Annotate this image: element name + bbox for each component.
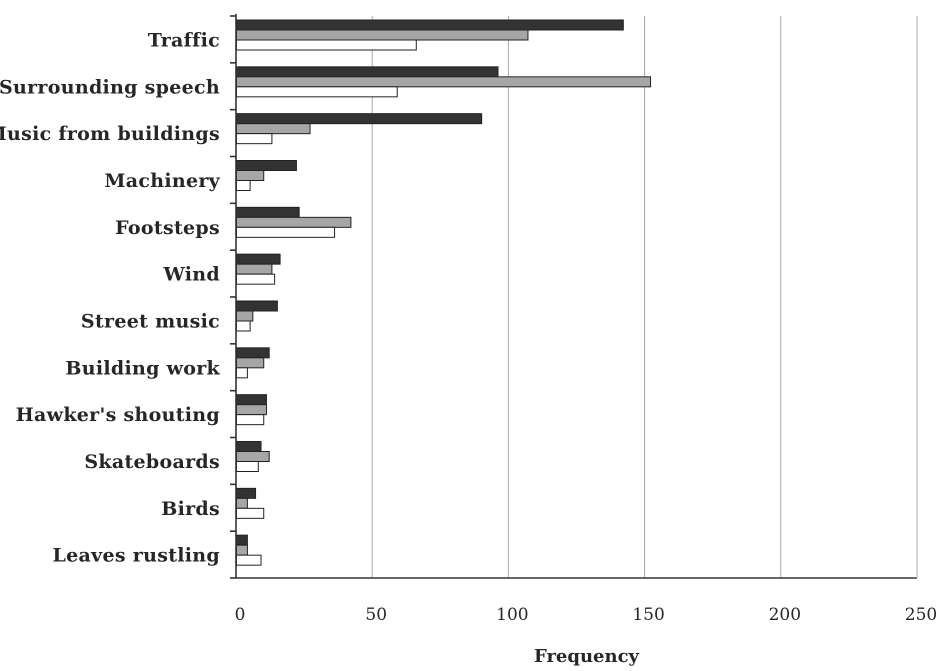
bar-wind-series-3 (236, 273, 276, 285)
bar-wind-series-1 (236, 253, 281, 265)
bar-street-music-series-2 (236, 310, 254, 322)
bar-traffic-series-2 (236, 29, 529, 41)
bar-surrounding-speech-series-2 (236, 76, 652, 88)
x-tick-100: 100 (496, 605, 528, 625)
bar-building-work-series-1 (236, 347, 270, 359)
bar-street-music-series-1 (236, 300, 278, 312)
category-label-hawker-s-shouting: Hawker's shouting (16, 404, 220, 426)
x-tick-150: 150 (632, 605, 664, 625)
bar-hawker-s-shouting-series-2 (236, 404, 267, 416)
category-label-machinery: Machinery (104, 170, 220, 192)
bar-leaves-rustling-series-1 (236, 534, 248, 546)
bar-surrounding-speech-series-1 (236, 66, 499, 78)
category-label-traffic: Traffic (148, 29, 220, 51)
bar-wind-series-2 (236, 263, 273, 275)
gridlines (371, 16, 918, 578)
x-tick-labels: 0 50 100 150 200 250 (235, 605, 938, 625)
category-label-building-work: Building work (65, 357, 220, 379)
bar-surrounding-speech-series-3 (236, 86, 398, 98)
category-label-music-from-buildings: Music from buildings (0, 123, 220, 145)
bar-machinery-series-3 (236, 180, 251, 191)
category-label-surrounding-speech: Surrounding speech (0, 76, 220, 98)
bar-traffic-series-1 (236, 19, 624, 31)
bar-machinery-series-1 (236, 160, 297, 171)
bar-footsteps-series-3 (236, 226, 336, 238)
bar-birds-series-2 (236, 497, 248, 509)
bars (236, 19, 652, 566)
bar-footsteps-series-2 (236, 216, 352, 228)
bar-building-work-series-3 (236, 367, 248, 379)
bar-skateboards-series-1 (236, 441, 262, 452)
bar-skateboards-series-2 (236, 451, 270, 462)
bar-traffic-series-3 (236, 39, 417, 51)
category-label-skateboards: Skateboards (84, 451, 220, 473)
x-tick-0: 0 (235, 605, 246, 625)
bar-leaves-rustling-series-2 (236, 544, 248, 556)
bar-music-from-buildings-series-1 (236, 113, 483, 125)
bar-hawker-s-shouting-series-3 (236, 414, 265, 426)
bar-building-work-series-2 (236, 357, 265, 369)
bar-street-music-series-3 (236, 320, 251, 332)
category-label-street-music: Street music (81, 310, 220, 332)
category-label-leaves-rustling: Leaves rustling (52, 545, 220, 567)
bar-footsteps-series-1 (236, 206, 300, 218)
x-tick-50: 50 (365, 605, 387, 625)
bar-skateboards-series-3 (236, 461, 259, 472)
bar-music-from-buildings-series-2 (236, 123, 311, 135)
x-tick-200: 200 (769, 605, 801, 625)
bar-leaves-rustling-series-3 (236, 554, 262, 566)
bar-birds-series-1 (236, 487, 257, 499)
bar-hawker-s-shouting-series-1 (236, 394, 267, 406)
category-labels: Traffic Surrounding speech Music from buil… (0, 29, 220, 567)
category-label-footsteps: Footsteps (115, 217, 220, 239)
x-tick-250: 250 (905, 605, 937, 625)
bar-music-from-buildings-series-3 (236, 133, 273, 145)
axes (230, 14, 918, 579)
category-label-wind: Wind (162, 264, 220, 286)
bar-machinery-series-2 (236, 170, 265, 181)
category-label-birds: Birds (161, 498, 220, 520)
x-axis-title: Frequency (534, 646, 640, 667)
bar-birds-series-3 (236, 507, 265, 519)
